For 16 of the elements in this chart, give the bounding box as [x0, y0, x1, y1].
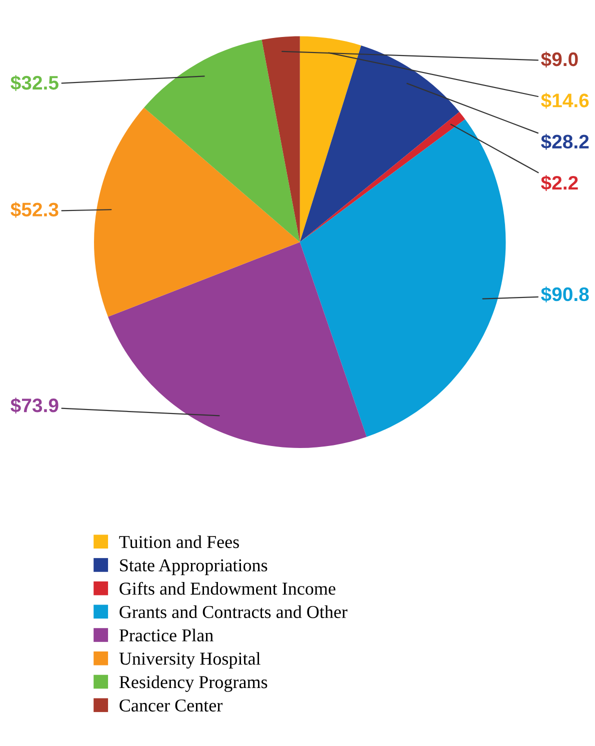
- data-label: $9.0: [541, 52, 578, 68]
- legend-label: Practice Plan: [119, 628, 214, 642]
- data-label: $73.9: [10, 398, 58, 414]
- data-label: $52.3: [10, 202, 58, 218]
- legend-label: Tuition and Fees: [119, 535, 239, 548]
- data-label: $32.5: [10, 75, 58, 91]
- data-label: $90.8: [541, 286, 589, 302]
- legend-label: State Appropriations: [120, 559, 268, 576]
- data-label: $2.2: [541, 175, 578, 191]
- legend-label: Gifts and Endowment Income: [120, 582, 336, 595]
- data-label: $14.6: [541, 92, 589, 109]
- data-label: $28.2: [541, 134, 589, 150]
- legend-label: Cancer Center: [120, 699, 222, 712]
- legend-label: University Hospital: [119, 652, 260, 669]
- legend-label: Residency Programs: [119, 675, 268, 692]
- legend-label: Grants and Contracts and Other: [120, 605, 348, 618]
